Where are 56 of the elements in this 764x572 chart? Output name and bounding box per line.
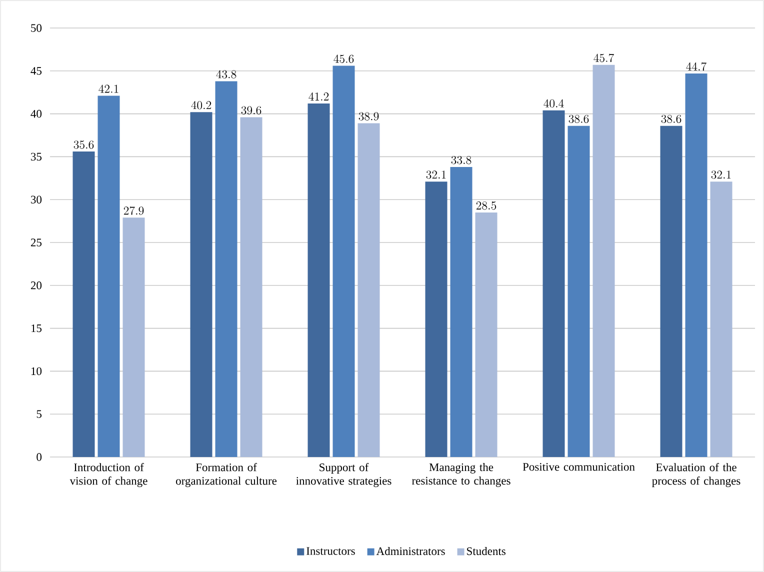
data-label: 40.4 xyxy=(544,99,564,108)
bar xyxy=(240,117,262,457)
data-label: 38.9 xyxy=(358,112,379,120)
bar xyxy=(592,64,615,457)
data-label: 43.8 xyxy=(216,70,236,78)
bar xyxy=(190,112,212,457)
data-label: 45.6 xyxy=(334,54,354,63)
legend-label: Administrators xyxy=(376,546,445,556)
data-label: 39.6 xyxy=(241,106,262,114)
bar xyxy=(72,152,95,457)
y-tick-label: 20 xyxy=(30,282,42,290)
bar xyxy=(98,96,120,457)
bar xyxy=(450,166,472,457)
y-tick-label: 10 xyxy=(31,367,42,376)
data-label: 33.8 xyxy=(451,156,472,164)
bar xyxy=(425,182,448,457)
bar xyxy=(475,212,498,457)
x-tick-label: Positive communication xyxy=(522,463,635,471)
y-tick-label: 45 xyxy=(30,67,42,75)
bar xyxy=(358,123,380,457)
bar xyxy=(568,126,590,457)
bar xyxy=(542,110,565,457)
data-label: 42. 1 xyxy=(98,84,118,93)
data-label: 38.6 xyxy=(568,114,589,124)
x-tick-label: Support of innovative strategies xyxy=(296,463,392,488)
bar xyxy=(332,66,355,457)
data-label: 41 .2 xyxy=(308,92,329,100)
data-label: 38.6 xyxy=(661,114,682,124)
data-label: 40.2 xyxy=(191,100,212,110)
y-tick-label: 50 xyxy=(31,24,42,32)
y-tick-label: 40 xyxy=(30,110,42,118)
data-label: 32. 1 xyxy=(426,170,446,179)
data-label: 32. 1 xyxy=(711,170,731,179)
data-label: 28.5 xyxy=(476,201,496,210)
y-tick-label: 25 xyxy=(30,238,42,246)
bar xyxy=(660,126,682,457)
y-tick-label: 0 xyxy=(36,453,42,461)
legend-label: Instructors xyxy=(306,547,355,555)
legend-label: Students xyxy=(467,546,506,556)
x-tick-label: Formation of organizational culture xyxy=(176,463,277,488)
bar xyxy=(710,182,732,457)
y-tick-label: 35 xyxy=(31,152,42,161)
bar xyxy=(308,104,330,457)
x-tick-label: Managing the resistance to changes xyxy=(412,463,510,487)
data-label: 44.7 xyxy=(686,62,706,71)
bar xyxy=(685,73,708,457)
y-tick-label: 15 xyxy=(31,324,42,332)
data-label: 35.6 xyxy=(74,140,94,149)
bar xyxy=(215,81,238,457)
x-tick-label: Introduction of vision of change xyxy=(70,463,148,488)
data-label: 27.9 xyxy=(124,206,144,215)
bar xyxy=(122,218,145,457)
y-tick-label: 30 xyxy=(31,196,42,204)
y-tick-label: 5 xyxy=(36,410,42,418)
x-tick-label: Evaluation of the process of changes xyxy=(652,463,740,488)
data-label: 45.7 xyxy=(594,54,614,62)
